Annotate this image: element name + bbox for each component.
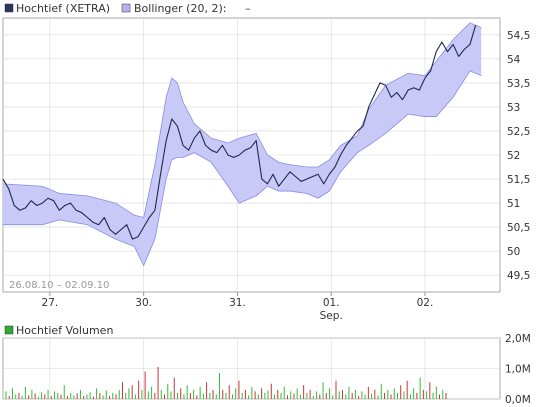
volume-legend-swatch	[4, 325, 14, 335]
band-legend-value: –	[245, 2, 251, 15]
series-legend-swatch	[4, 3, 14, 13]
bollinger-band	[2, 22, 482, 267]
price-y-tick-label: 54,5	[507, 30, 530, 42]
x-tick-label: 31.	[229, 297, 246, 309]
bollinger-upper-line	[2, 22, 482, 218]
price-y-tick-label: 54	[507, 54, 521, 66]
price-y-tick-label: 53	[507, 102, 520, 114]
x-tick-label: 27.	[42, 297, 59, 309]
bollinger-band-area	[3, 22, 482, 266]
volume-y-tick-label: 0,0M	[505, 394, 531, 406]
x-axis: 27. 30. 31. 01. 02. Sep.	[42, 292, 434, 322]
volume-y-tick-label: 1,0M	[505, 364, 531, 376]
x-month-label: Sep.	[320, 310, 343, 322]
price-y-tick-label: 53,5	[507, 78, 530, 90]
band-legend-label: Bollinger (20, 2):	[134, 2, 226, 15]
price-line	[2, 25, 477, 240]
volume-y-axis: 0,0M 1,0M 2,0M	[505, 333, 531, 406]
price-panel: 49,5 50 50,5 51 51,5 52 52,5 53 53,5 54 54,5 26.08…	[2, 17, 530, 293]
price-y-tick-label: 49,5	[507, 270, 530, 282]
volume-title: Hochtief Volumen	[16, 324, 113, 337]
volume-panel: Hochtief Volumen 0,0M 1,0M 2,0M	[2, 324, 531, 406]
x-tick-label: 01.	[323, 297, 340, 309]
legend: Hochtief (XETRA) Bollinger (20, 2): –	[4, 2, 251, 15]
x-tick-label: 30.	[135, 297, 152, 309]
price-y-tick-label: 51	[507, 198, 520, 210]
volume-y-tick-label: 2,0M	[505, 333, 531, 345]
bollinger-lower-line	[3, 70, 482, 267]
price-y-tick-label: 51,5	[507, 174, 530, 186]
price-grid	[3, 18, 500, 292]
price-y-tick-label: 52,5	[507, 126, 530, 138]
series-legend-label: Hochtief (XETRA)	[16, 2, 110, 15]
price-y-tick-label: 50,5	[507, 222, 530, 234]
band-legend-swatch	[121, 3, 131, 13]
price-series	[2, 25, 477, 240]
price-y-tick-label: 50	[507, 246, 520, 258]
volume-bars	[5, 366, 447, 399]
x-tick-label: 02.	[417, 297, 434, 309]
date-range-label: 26.08.10 – 02.09.10	[9, 280, 109, 291]
price-y-axis: 49,5 50 50,5 51 51,5 52 52,5 53 53,5 54 54,5	[507, 30, 530, 282]
price-y-tick-label: 52	[507, 150, 520, 162]
